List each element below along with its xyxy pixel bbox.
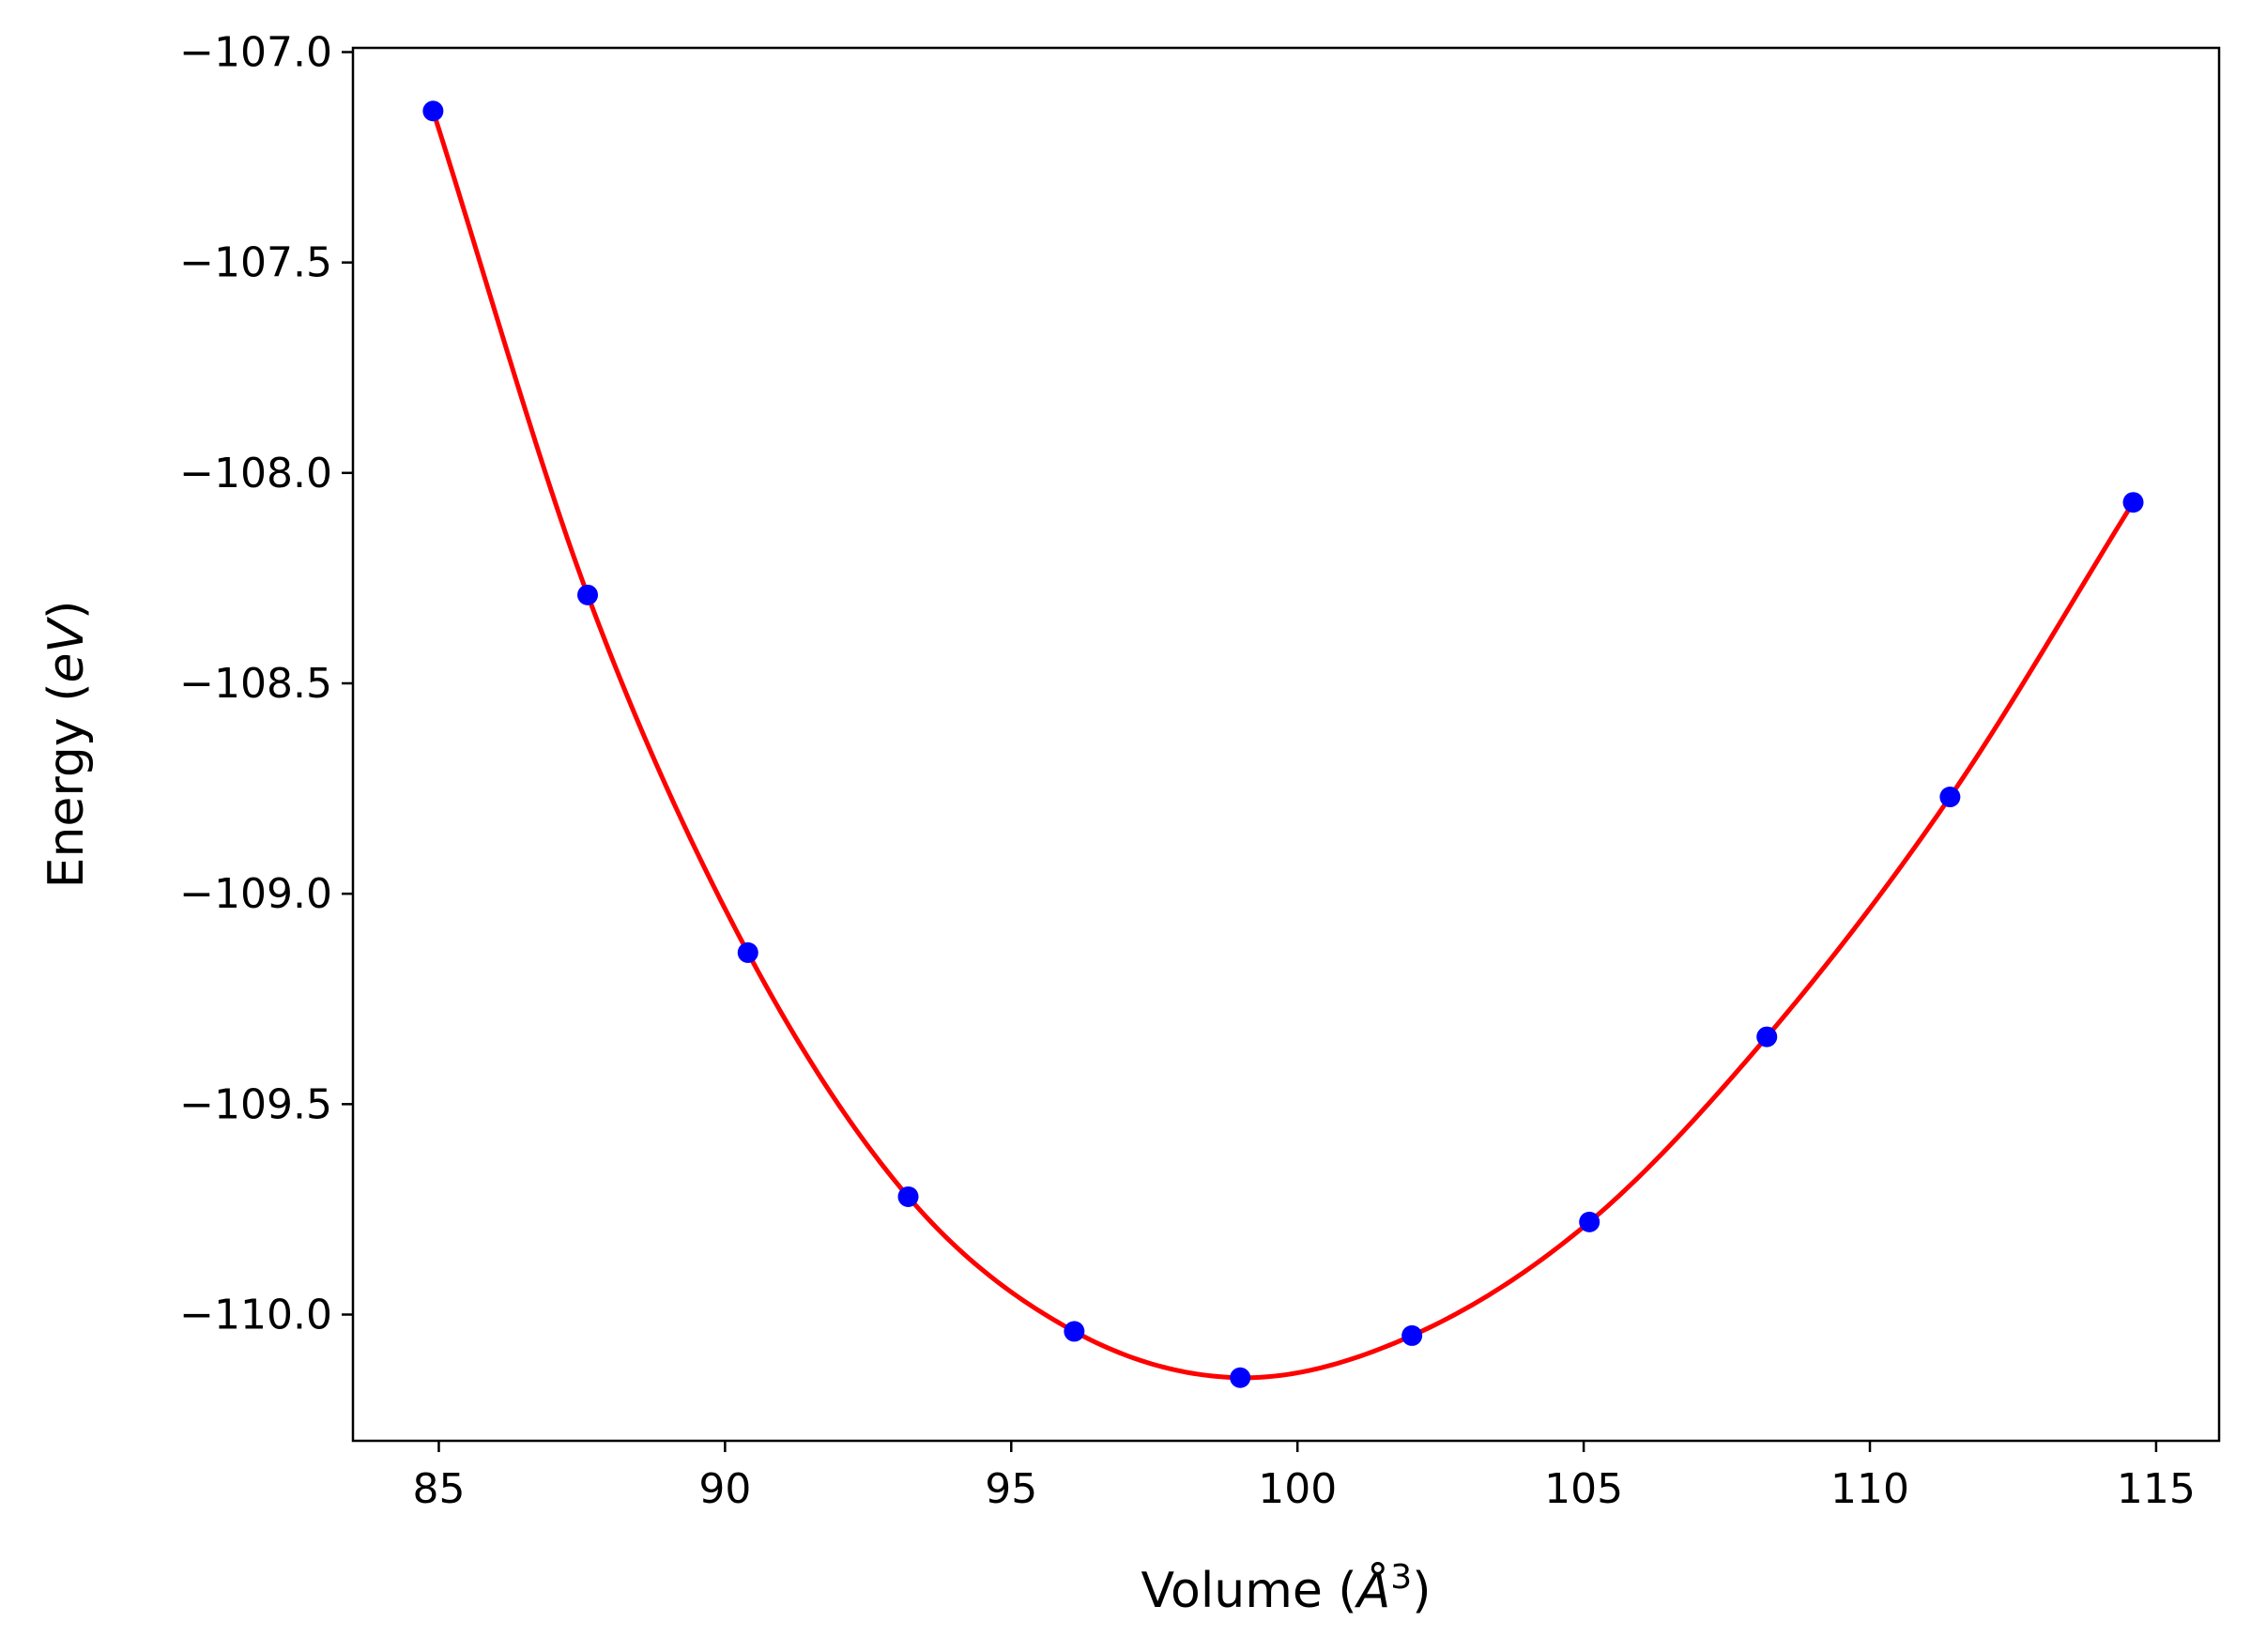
plot-area [351,46,2221,1443]
x-tick-label: 110 [1830,1465,1909,1513]
x-tick-label: 100 [1258,1465,1337,1513]
plot-frame [351,46,2221,1443]
data-points [422,100,2144,1388]
data-point [1064,1321,1085,1342]
y-axis-ticks: −107.0 −107.5 −108.0 −108.5 −109.0 −109.5 −110… [179,28,353,1338]
y-tick-label: −108.0 [179,450,332,497]
y-tick-label: −108.5 [179,660,332,708]
data-point [1401,1324,1423,1346]
x-tick-label: 95 [985,1465,1037,1513]
fit-curve [430,110,2136,1381]
data-point [897,1185,919,1207]
y-tick-label: −109.5 [179,1080,332,1128]
data-point [1939,787,1961,808]
x-tick-label: 105 [1544,1465,1623,1513]
x-axis-ticks: 85 90 95 100 105 110 115 [412,1441,2196,1513]
y-axis-label: Energy (eV) [38,601,95,889]
x-tick-label: 85 [412,1465,465,1513]
data-point [1230,1367,1251,1388]
data-point [1579,1211,1600,1232]
data-point [2122,492,2144,513]
data-point [422,100,444,122]
y-tick-label: −107.5 [179,239,332,287]
y-tick-label: −110.0 [179,1291,332,1338]
x-axis-label: Volume (Å3) [1141,1558,1432,1619]
data-point [577,584,599,605]
y-tick-label: −109.0 [179,870,332,918]
data-point [1756,1026,1778,1048]
y-tick-label: −107.0 [179,28,332,76]
x-tick-label: 115 [2117,1465,2196,1513]
data-point [737,941,758,963]
x-tick-label: 90 [698,1465,751,1513]
